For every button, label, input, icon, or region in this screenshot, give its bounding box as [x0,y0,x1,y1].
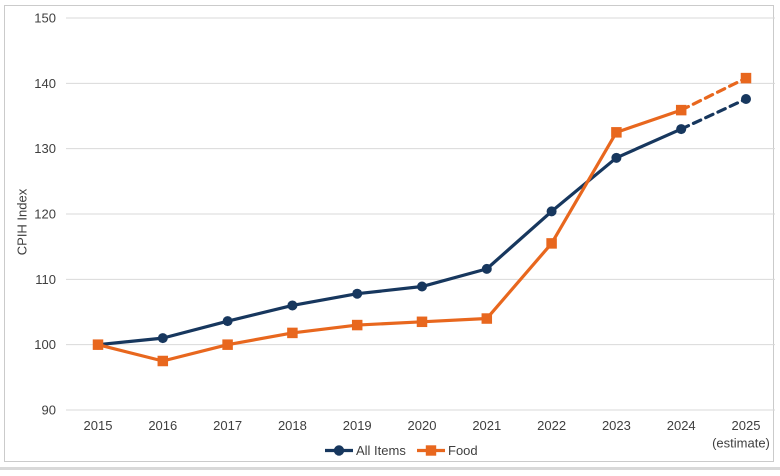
legend-marker-circle-icon [333,445,345,456]
y-tick-label-120: 120 [34,207,56,222]
data-point-food-2023 [611,127,622,138]
x-tick-label-2018: 2018 [278,418,307,433]
y-axis-title: CPIH Index [14,188,30,256]
data-point-all-items-2019 [352,288,363,299]
data-point-all-items-2020 [417,281,427,292]
data-point-all-items-2017 [222,316,233,327]
y-tick-label-110: 110 [35,272,56,287]
data-point-food-2017 [222,339,233,350]
data-point-all-items-2018 [287,300,298,311]
data-point-food-2016 [157,355,169,367]
data-point-food-2025 [740,72,752,84]
x-tick-label-2021: 2021 [472,418,501,433]
x-tick-label-2025: 2025 [732,418,761,433]
legend-marker-square-icon [425,445,437,456]
data-point-all-items-2024 [676,124,687,135]
data-point-food-2022 [546,238,557,249]
legend-label-all-items: All Items [356,443,406,458]
chart-frame [4,5,774,462]
x-tick-label-2022: 2022 [537,418,566,433]
x-tick-label-2020: 2020 [408,418,437,433]
legend-item-all-items: All Items [325,443,406,458]
bottom-rule [0,467,780,470]
legend-item-food: Food [417,443,478,458]
data-point-all-items-2023 [611,152,622,163]
series-line-food [96,108,683,363]
x-tick-label-2017: 2017 [213,418,242,433]
y-tick-label-140: 140 [34,76,56,91]
series-line-all-items [96,127,683,347]
y-tick-label-90: 90 [42,403,56,418]
x-tick-label-2019: 2019 [343,418,372,433]
data-point-all-items-2022 [546,206,557,217]
data-point-food-2019 [351,319,363,331]
x-tick-label-2016: 2016 [148,418,177,433]
y-tick-label-150: 150 [34,11,56,26]
data-point-food-2018 [287,327,298,339]
data-point-food-2024 [675,104,687,116]
x-tick-label-2023: 2023 [602,418,631,433]
x-axis-sublabel-estimate: (estimate) [712,435,770,451]
y-tick-label-100: 100 [34,337,56,352]
x-tick-label-2024: 2024 [667,418,696,433]
series-line-all-items-estimate [679,97,748,131]
legend: All Items Food [325,443,478,458]
x-tick-label-2015: 2015 [84,418,113,433]
legend-label-food: Food [448,443,478,458]
y-tick-label-130: 130 [34,141,56,156]
data-point-food-2021 [481,313,493,324]
data-point-food-2020 [416,316,428,328]
data-point-food-2015 [92,339,104,350]
data-point-all-items-2025 [741,94,751,105]
data-point-all-items-2016 [157,333,168,344]
series-line-food-estimate [679,76,748,112]
data-point-all-items-2021 [481,263,492,274]
